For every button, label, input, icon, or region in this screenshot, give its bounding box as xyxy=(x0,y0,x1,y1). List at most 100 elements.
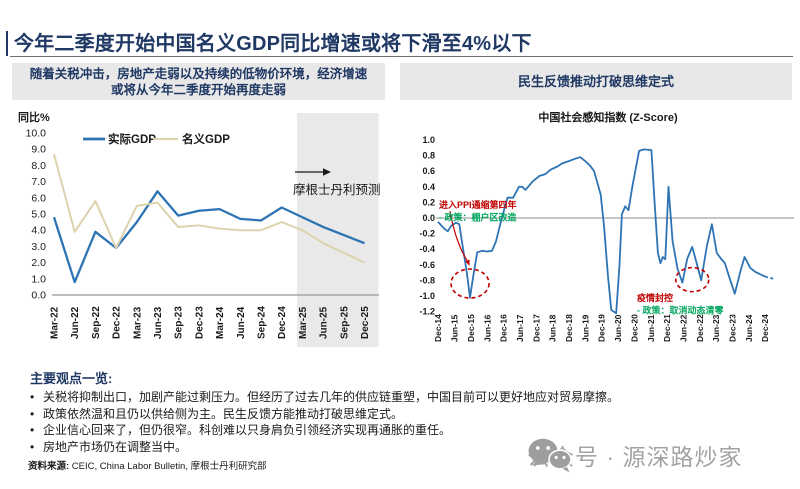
sentiment-line xyxy=(437,148,766,315)
key-point-text: 政策依然温和且仍以供给侧为主。民生反馈方能推动打破思维定式。 xyxy=(43,406,404,421)
y-tick-label: 0.0 xyxy=(422,213,435,223)
y-tick-label: 1.0 xyxy=(31,273,46,285)
forecast-arrow-head xyxy=(323,168,331,176)
x-tick-label: Jun-18 xyxy=(548,314,558,342)
annotation-red-text: 进入PPI通缩第四年 xyxy=(439,199,517,210)
x-tick-label: Jun-17 xyxy=(515,314,525,342)
wechat-watermark: 公众号 · 源深路炒家 xyxy=(527,438,742,473)
x-tick-label: Dec-19 xyxy=(597,314,607,342)
key-point-item: • 房地产市场仍在调整当中。 xyxy=(30,440,775,454)
legend-label: 实际GDP xyxy=(108,132,156,146)
title-divider xyxy=(10,56,793,57)
y-tick-label: 0.2 xyxy=(422,197,435,207)
x-tick-label: Dec-21 xyxy=(662,314,672,342)
x-tick-label: Dec-15 xyxy=(466,314,476,342)
social-sentiment-line-chart: 中国社会感知指数 (Z-Score) 1.0 0.8 0.6 0.4 0.2 0.0 -0.2… xyxy=(419,110,794,342)
x-tick-label: Jun-21 xyxy=(646,314,656,342)
x-tick-label: Dec-18 xyxy=(564,314,574,342)
y-tick-label: -1.2 xyxy=(419,307,435,317)
y-tick-label: 0.6 xyxy=(422,166,435,176)
key-points-list: • 关税将抑制出口，加剧产能过剩压力。但经历了过去几年的供应链重塑，中国目前可以更… xyxy=(30,390,775,454)
x-tick-label: Jun-24 xyxy=(236,306,247,339)
y-tick-label: -0.8 xyxy=(419,275,435,285)
annotation-red-text: 疫情封控 xyxy=(637,292,673,303)
wechat-icon xyxy=(528,438,572,473)
legend-label: 名义GDP xyxy=(182,132,230,146)
real-gdp-line xyxy=(52,190,365,284)
x-tick-label: Dec-24 xyxy=(277,306,288,339)
key-point-item: • 政策依然温和且仍以供给侧为主。民生反馈方能推动打破思维定式。 xyxy=(30,407,775,421)
page-title: 今年二季度开始中国名义GDP同比增速或将下滑至4%以下 xyxy=(14,33,532,55)
x-tick-label: Dec-23 xyxy=(194,306,205,339)
x-tick-label: Jun-16 xyxy=(482,314,492,342)
y-tick-label: 5.0 xyxy=(31,209,46,221)
x-tick-label: Sep-25 xyxy=(339,306,350,339)
x-tick-label: Dec-23 xyxy=(728,314,738,342)
x-tick-label: Jun-25 xyxy=(319,306,330,339)
x-tick-label: Sep-24 xyxy=(257,306,268,339)
sentiment-line-dashed-tail xyxy=(764,275,775,280)
x-tick-label: Jun-15 xyxy=(450,314,460,342)
y-tick-label: 9.0 xyxy=(31,144,46,156)
y-tick-label: -0.4 xyxy=(419,244,435,254)
x-tick-label: Jun-23 xyxy=(153,306,164,339)
bullet-dot: • xyxy=(30,439,35,454)
key-point-item: • 关税将抑制出口，加剧产能过剩压力。但经历了过去几年的供应链重塑，中国目前可以更… xyxy=(30,390,775,404)
x-tick-label: Dec-25 xyxy=(360,306,371,339)
x-tick-label: Dec-22 xyxy=(112,306,123,339)
x-tick-label: Dec-16 xyxy=(499,314,509,342)
forecast-label: 摩根士丹利预测 xyxy=(293,182,381,197)
forecast-band xyxy=(297,113,379,347)
x-tick-label: Dec-20 xyxy=(629,314,639,342)
y-tick-label: 3.0 xyxy=(31,241,46,253)
key-points-section: 主要观点一览: • 关税将抑制出口，加剧产能过剩压力。但经历了过去几年的供应链重塑… xyxy=(30,368,775,457)
bullet-dot: • xyxy=(30,423,35,438)
x-tick-label: Mar-24 xyxy=(215,306,226,339)
highlight-circle xyxy=(450,268,490,299)
x-tick-label: Jun-22 xyxy=(70,306,81,339)
chart-title: 中国社会感知指数 (Z-Score) xyxy=(538,110,678,124)
x-tick-label: Mar-23 xyxy=(132,306,143,339)
y-tick-label: 0.0 xyxy=(31,290,46,302)
x-tick-label: Mar-25 xyxy=(298,306,309,339)
x-tick-label: Sep-23 xyxy=(174,306,185,339)
x-tick-label: Sep-22 xyxy=(91,306,102,339)
key-point-text: 企业信心回来了，但仍很窄。科创难以只身肩负引领经济实现再通胀的重任。 xyxy=(43,423,452,438)
left-panel-header: 随着关税冲击，房地产走弱以及持续的低物价环境，经济增速 或将从今年二季度开始再度… xyxy=(12,63,385,100)
annotation-arrow-head xyxy=(465,259,470,266)
y-tick-label: -0.6 xyxy=(419,260,435,270)
left-panel-header-line2: 或将从今年二季度开始再度走弱 xyxy=(110,82,286,97)
nominal-gdp-line xyxy=(53,153,365,264)
x-tick-label: Jun-24 xyxy=(744,314,754,342)
y-tick-label: -1.0 xyxy=(419,291,435,301)
x-tick-label: Dec-24 xyxy=(760,314,770,342)
title-accent-bar xyxy=(6,31,8,56)
key-point-text: 房地产市场仍在调整当中。 xyxy=(43,439,188,454)
highlight-circle xyxy=(674,266,710,293)
bullet-dot: • xyxy=(30,406,35,421)
y-tick-label: 1.0 xyxy=(422,135,435,145)
y-tick-label: 0.8 xyxy=(422,151,435,161)
x-tick-label: Mar-22 xyxy=(50,306,61,339)
key-point-item: • 企业信心回来了，但仍很窄。科创难以只身肩负引领经济实现再通胀的重任。 xyxy=(30,423,775,437)
source-label: 资料来源: xyxy=(28,461,70,472)
gdp-line-chart: 同比% 10.0 9.0 8.0 7.0 6.0 5.0 4.0 3.0 2.0 1.0 0.0 Mar… xyxy=(18,110,381,347)
x-tick-label: Jun-20 xyxy=(613,314,623,342)
y-tick-label: 4.0 xyxy=(31,225,46,237)
y-axis-title: 同比% xyxy=(18,110,50,124)
key-points-heading: 主要观点一览: xyxy=(30,371,113,386)
x-tick-label: Dec-14 xyxy=(433,314,443,342)
source-text: CEIC, China Labor Bulletin, 摩根士丹利研究部 xyxy=(69,461,267,472)
right-panel-header: 民生反馈推动打破思维定式 xyxy=(400,63,792,100)
source-note: 资料来源: CEIC, China Labor Bulletin, 摩根士丹利研… xyxy=(28,458,267,472)
y-tick-label: 2.0 xyxy=(31,257,46,269)
annotation-green-text: - 政策：棚户区改造 xyxy=(439,212,517,223)
y-tick-label: 7.0 xyxy=(31,176,46,188)
y-tick-label: 0.4 xyxy=(422,182,435,192)
annotation-green-text: - 政策：取消动态清零 xyxy=(637,305,724,316)
key-point-text: 关税将抑制出口，加剧产能过剩压力。但经历了过去几年的供应链重塑，中国目前可以更好… xyxy=(43,390,620,404)
x-tick-label: Jun-22 xyxy=(678,314,688,342)
x-tick-label: Jun-19 xyxy=(580,314,590,342)
bullet-dot: • xyxy=(30,390,35,404)
